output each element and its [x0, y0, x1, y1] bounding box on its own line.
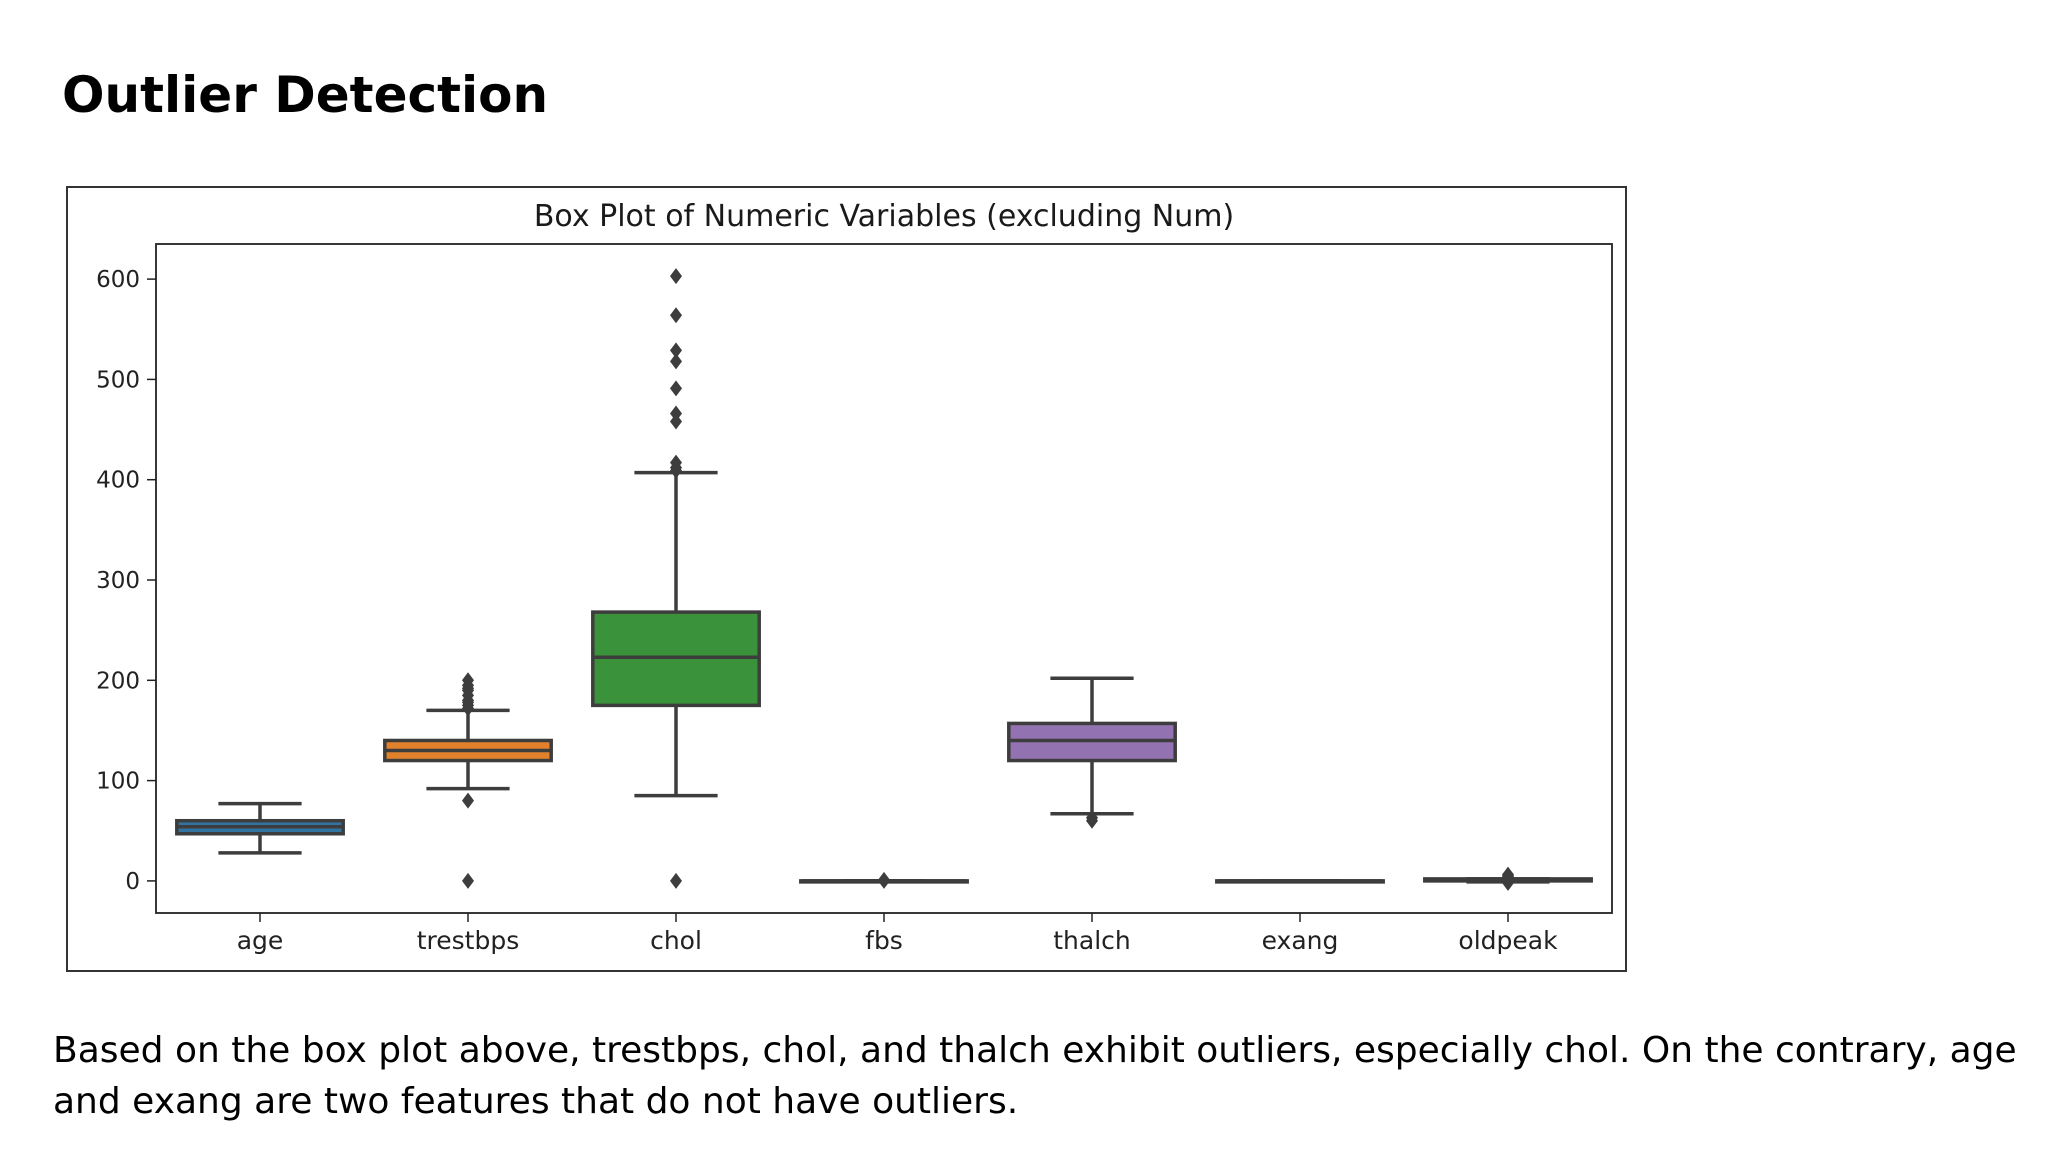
- y-tick-label: 100: [96, 769, 140, 795]
- outlier-point-trestbps: [462, 672, 474, 689]
- outlier-point-oldpeak: [1502, 866, 1514, 883]
- x-tick-label: fbs: [865, 926, 903, 955]
- outlier-point-chol: [670, 872, 682, 889]
- y-tick-label: 200: [96, 668, 140, 694]
- outlier-point-chol: [670, 380, 682, 397]
- y-tick-label: 400: [96, 468, 140, 494]
- outlier-point-trestbps: [462, 792, 474, 809]
- outlier-point-chol: [670, 268, 682, 285]
- x-tick-label: chol: [650, 926, 702, 955]
- plot-area-border: [155, 243, 1613, 914]
- x-tick-label: thalch: [1053, 926, 1131, 955]
- outlier-point-chol: [670, 454, 682, 471]
- x-tick-label: oldpeak: [1458, 926, 1558, 955]
- outlier-point-thalch: [1086, 809, 1098, 826]
- outlier-point-trestbps: [462, 872, 474, 889]
- x-tick-label: trestbps: [417, 926, 520, 955]
- y-tick-label: 0: [125, 869, 140, 895]
- outlier-point-chol: [670, 307, 682, 324]
- chart-title: Box Plot of Numeric Variables (excluding…: [534, 199, 1234, 234]
- y-tick-label: 500: [96, 367, 140, 393]
- y-tick-label: 300: [96, 568, 140, 594]
- x-tick-label: age: [237, 926, 284, 955]
- description-text: Based on the box plot above, trestbps, c…: [53, 1030, 2017, 1122]
- slide-title: Outlier Detection: [62, 66, 549, 124]
- x-tick-label: exang: [1262, 926, 1339, 955]
- outlier-point-fbs: [878, 871, 890, 888]
- outlier-point-chol: [670, 413, 682, 430]
- box-plot-chart: Box Plot of Numeric Variables (excluding…: [96, 199, 1613, 955]
- outlier-point-chol: [670, 353, 682, 370]
- outlier-point-chol: [670, 342, 682, 359]
- y-tick-label: 600: [96, 267, 140, 293]
- chart-frame: Box Plot of Numeric Variables (excluding…: [66, 186, 1627, 972]
- outlier-point-chol: [670, 405, 682, 422]
